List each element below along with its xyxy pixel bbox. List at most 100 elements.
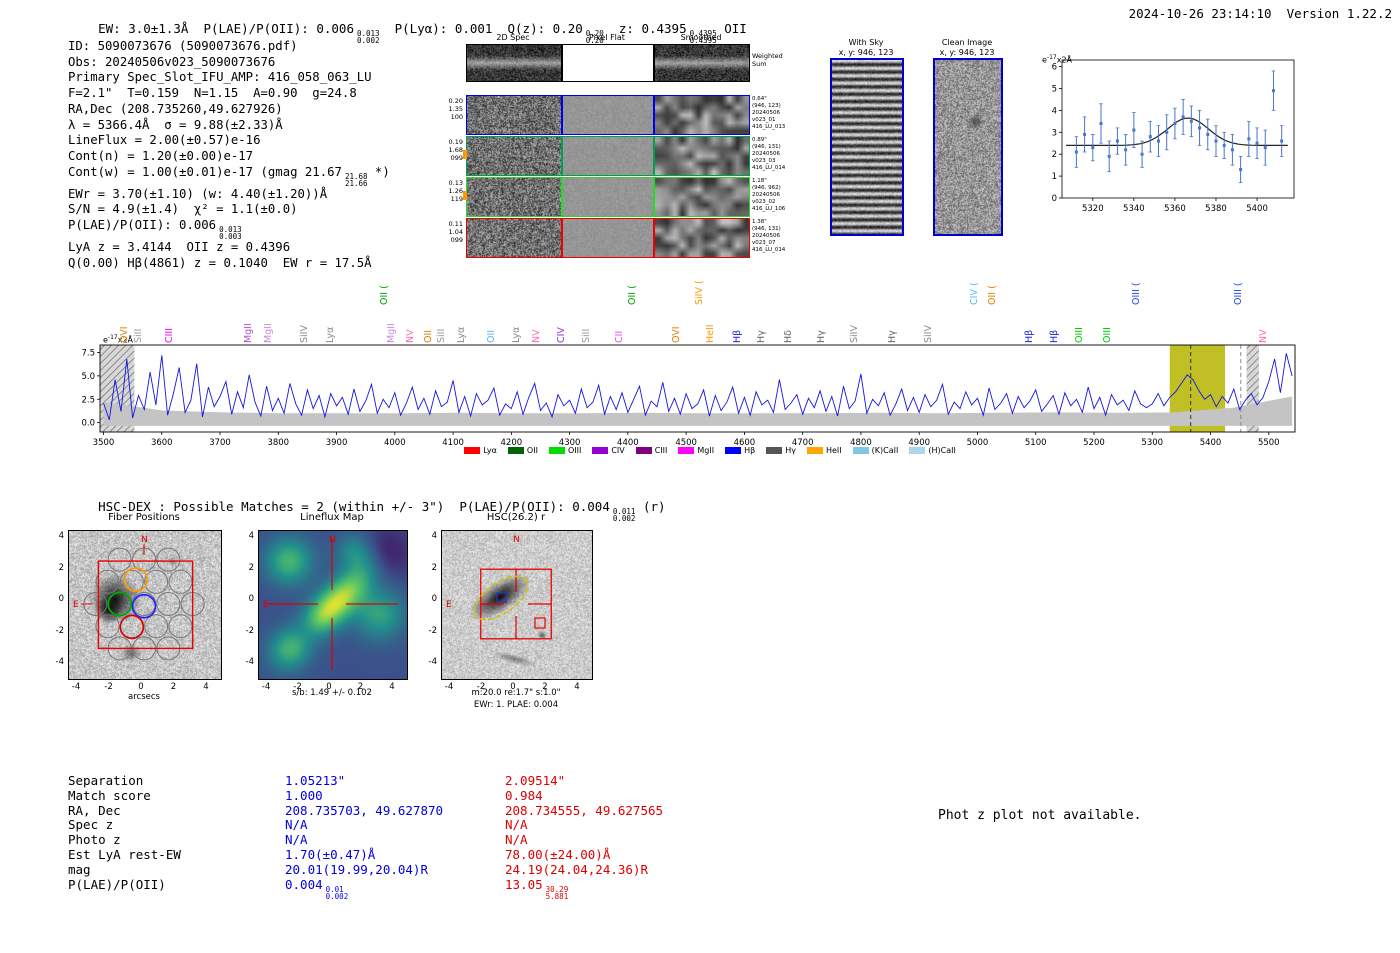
line-label-OIII: OIII — [1074, 327, 1086, 343]
svg-text:4900: 4900 — [908, 438, 930, 448]
line-label-Hβ: Hβ — [1048, 329, 1060, 343]
lineflux-map-image — [258, 530, 408, 680]
legend-item-KCaII: (K)CaII — [852, 446, 898, 455]
spec2d-row4-cell2 — [562, 218, 654, 258]
svg-text:4200: 4200 — [501, 438, 523, 448]
match-row-label-8: P(LAE)/P(OII) — [68, 876, 166, 892]
hsc-overlay: NE — [446, 535, 552, 640]
svg-text:N: N — [513, 535, 520, 545]
line-label-Hγ: Hγ — [815, 330, 827, 343]
svg-text:1: 1 — [1052, 172, 1057, 182]
fiber-tick — [463, 191, 467, 200]
svg-text:E: E — [73, 600, 79, 610]
svg-text:4600: 4600 — [734, 438, 756, 448]
line-label-Lyα: Lyα — [455, 326, 467, 343]
weighted-sum-image-0 — [466, 44, 562, 82]
match-col1-value-7: 20.01(19.99,20.04)R — [285, 861, 428, 877]
legend-swatch — [766, 447, 783, 454]
line-label-SiIV: SiIV — [922, 325, 934, 343]
withsky-coords: x, y: 946, 123 — [838, 48, 894, 57]
svg-text:3700: 3700 — [209, 438, 231, 448]
legend-swatch — [464, 447, 481, 454]
ytick: -4 — [245, 657, 254, 667]
svg-text:4100: 4100 — [442, 438, 464, 448]
line-label-SiIV: SiIV ( — [694, 280, 706, 305]
clean-coords: x, y: 946, 123 — [939, 48, 995, 57]
legend-item-CIV: CIV — [592, 446, 625, 455]
svg-text:E: E — [263, 600, 269, 610]
xtick: -2 — [476, 682, 486, 692]
line-label-OVI: OVI — [119, 326, 131, 343]
line-label-OIII: OIII ( — [1233, 282, 1245, 305]
svg-text:5360: 5360 — [1164, 204, 1186, 214]
line-label-OII: OII ( — [626, 285, 638, 305]
svg-text:N: N — [329, 535, 336, 545]
xtick: 0 — [510, 682, 516, 692]
match-col1-value-8: 0.004 0.01 0.002 — [285, 876, 349, 901]
match-col1-value-2: 1.000 — [285, 787, 323, 803]
row-right-labels: 1.38" (946, 131) 20240506 v023_07 416_LU_014 — [752, 219, 786, 253]
cutout-title-lineflux: Lineflux Map — [300, 512, 364, 523]
ytick: -2 — [245, 625, 254, 636]
ytick: -2 — [55, 625, 64, 636]
weighted-sum-image-1 — [562, 44, 654, 82]
summary-line-14: Q(0.00) Hβ(4861) z = 0.1040 EW r = 17.5Å — [68, 255, 372, 270]
summary-line-7: LineFlux = 2.00(±0.57)e-16 — [68, 133, 261, 148]
lineflux-map-overlay: NE — [263, 535, 398, 670]
line-label-SiIV: SiIV — [849, 325, 861, 343]
svg-text:0: 0 — [1052, 194, 1057, 204]
line-label-CIV: CIV ( — [969, 282, 981, 305]
line-label-SiII: SiII — [132, 328, 144, 343]
match-col2-value-8: 13.05 30.29 5.881 — [505, 876, 569, 901]
gaussian-fit-plot: 0 1 2 3 4 5 6 5320 5340 5360 5380 5400 — [1032, 48, 1304, 230]
photz-note: Phot z plot not available. — [938, 808, 1142, 823]
gauss-ylabel: e-17x2Å — [1042, 54, 1073, 65]
ytick: -2 — [428, 625, 437, 636]
match-col2-value-1: 2.09514" — [505, 773, 566, 788]
line-label-NV: NV — [1258, 329, 1270, 343]
match-col1-value-5: N/A — [285, 832, 308, 848]
match-row-label-7: mag — [68, 861, 91, 877]
summary-line-4: F=2.1" T=0.159 N=1.15 A=0.90 g=24.8 — [68, 86, 357, 101]
line-label-OII: OII ( — [986, 285, 998, 305]
svg-text:7.5: 7.5 — [81, 348, 95, 358]
line-label-HeII: HeII — [704, 324, 716, 343]
spec2d-row3-cell3 — [654, 177, 750, 217]
svg-text:4: 4 — [1052, 106, 1057, 116]
line-label-OII: OII — [485, 329, 497, 343]
row-right-labels: 0.64" (946, 123) 20240506 v023_01 416_LU_013 — [752, 96, 786, 130]
xtick: -2 — [104, 682, 113, 692]
hsc-caption-2: EWr: 1. PLAE: 0.004 — [473, 700, 559, 710]
summary-line-5: RA,Dec (208.735260,49.627926) — [68, 101, 283, 116]
ytick: 2 — [431, 562, 437, 573]
spec2d-row3-cell2 — [562, 177, 654, 217]
legend-swatch — [725, 447, 742, 454]
legend-swatch — [548, 447, 565, 454]
spec2d-row2-cell2 — [562, 136, 654, 176]
line-label-CIII: CIII — [164, 327, 176, 343]
fibers-xlabel: arcsecs — [128, 692, 160, 702]
match-row-label-1: Separation — [68, 773, 144, 788]
legend-item-HCaII: (H)CaII — [909, 446, 956, 455]
header-seg-3: z: 0.4395 0.4395 0.4395 — [603, 21, 717, 45]
svg-text:5400: 5400 — [1200, 438, 1222, 448]
fiber-positions-image — [68, 530, 222, 680]
svg-text:5320: 5320 — [1082, 204, 1104, 214]
match-col1-value-1: 1.05213" — [285, 773, 346, 788]
legend-swatch — [507, 447, 524, 454]
legend-item-MgII: MgII — [678, 446, 714, 455]
row-left-values: 0.13 1.26 119 — [448, 179, 463, 203]
xtick: -4 — [444, 682, 454, 692]
svg-text:5340: 5340 — [1123, 204, 1145, 214]
svg-text:5000: 5000 — [967, 438, 989, 448]
summary-line-11: S/N = 4.9(±1.4) χ² = 1.1(±0.0) — [68, 202, 298, 217]
svg-text:5: 5 — [1052, 84, 1057, 94]
line-label-CII: CII — [614, 330, 626, 343]
fiber-positions-overlay: NE — [73, 535, 205, 661]
spec2d-row3-cell1 — [466, 177, 562, 217]
line-label-Lyα: Lyα — [511, 326, 523, 343]
legend-item-HeII: HeII — [806, 446, 842, 455]
match-col1-value-6: 1.70(±0.47)Å — [285, 847, 376, 862]
match-row-label-6: Est LyA rest-EW — [68, 847, 181, 862]
